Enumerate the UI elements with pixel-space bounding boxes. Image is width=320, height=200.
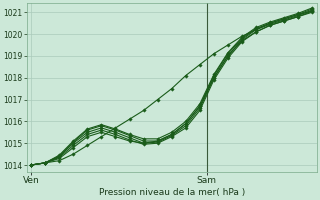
X-axis label: Pression niveau de la mer( hPa ): Pression niveau de la mer( hPa ) (99, 188, 245, 197)
